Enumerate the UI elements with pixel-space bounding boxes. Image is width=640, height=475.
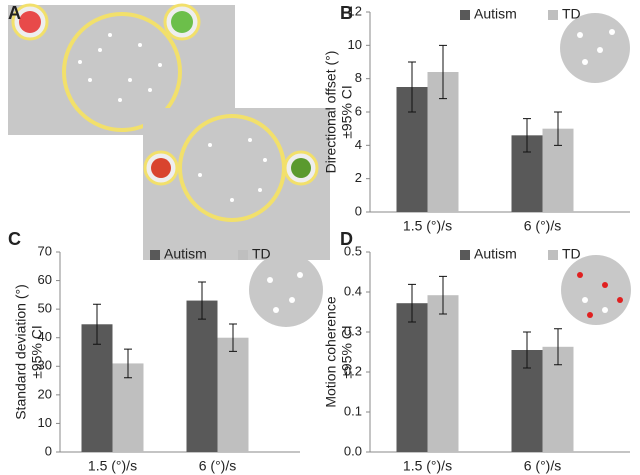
y-axis-label: Motion coherence <box>323 296 339 408</box>
error-bar <box>523 331 531 369</box>
legend-swatch <box>150 250 160 260</box>
error-bar <box>229 323 237 352</box>
legend-label: TD <box>252 246 271 262</box>
y-tick-label: 30 <box>38 358 52 373</box>
legend-label: Autism <box>474 6 517 22</box>
y-tick-label: 0.0 <box>344 443 362 458</box>
x-tick-label: 6 (°)/s <box>524 218 562 234</box>
y-tick-label: 6 <box>355 103 362 118</box>
x-tick-label: 6 (°)/s <box>199 458 237 474</box>
error-bar <box>93 303 101 345</box>
legend-swatch <box>548 250 558 260</box>
error-bar <box>554 328 562 366</box>
legend-label: TD <box>562 6 581 22</box>
y-axis-label: ±95% CI <box>339 325 355 379</box>
legend-swatch <box>460 10 470 20</box>
y-tick-label: 70 <box>38 243 52 258</box>
error-bar <box>439 44 447 100</box>
panel-label: D <box>340 229 353 249</box>
legend-swatch <box>460 250 470 260</box>
bar <box>396 303 428 452</box>
y-tick-label: 10 <box>348 37 362 52</box>
legend-label: Autism <box>474 246 517 262</box>
y-tick-label: 0.2 <box>344 363 362 378</box>
y-tick-label: 40 <box>38 329 52 344</box>
y-tick-label: 4 <box>355 137 362 152</box>
panel-label: A <box>8 3 21 23</box>
error-bar <box>124 348 132 379</box>
x-tick-label: 1.5 (°)/s <box>403 458 452 474</box>
y-axis-label: ±95% CI <box>29 325 45 379</box>
panel-label: C <box>8 229 21 249</box>
panel-a-illustration <box>8 3 330 260</box>
bar <box>427 295 459 452</box>
bar <box>186 300 218 452</box>
bar <box>81 324 113 452</box>
y-tick-label: 20 <box>38 386 52 401</box>
y-axis-label: Directional offset (°) <box>323 51 339 174</box>
legend-label: Autism <box>164 246 207 262</box>
x-tick-label: 6 (°)/s <box>524 458 562 474</box>
y-axis-label: ±95% CI <box>339 85 355 139</box>
y-tick-label: 0 <box>45 443 52 458</box>
legend-swatch <box>238 250 248 260</box>
x-tick-label: 1.5 (°)/s <box>403 218 452 234</box>
y-tick-label: 8 <box>355 70 362 85</box>
y-tick-label: 0.3 <box>344 323 362 338</box>
legend-swatch <box>548 10 558 20</box>
y-tick-label: 12 <box>348 3 362 18</box>
stimulus-icons <box>249 13 631 327</box>
error-bar <box>554 111 562 146</box>
y-tick-label: 0.5 <box>344 243 362 258</box>
error-bar <box>523 118 531 153</box>
panel-label: B <box>340 3 353 23</box>
y-tick-label: 0.1 <box>344 403 362 418</box>
error-bar <box>408 283 416 323</box>
x-tick-label: 1.5 (°)/s <box>88 458 137 474</box>
error-bar <box>408 61 416 113</box>
y-tick-label: 0.4 <box>344 283 362 298</box>
y-tick-label: 60 <box>38 272 52 287</box>
error-bar <box>439 275 447 315</box>
y-tick-label: 2 <box>355 170 362 185</box>
y-axis-label: Standard deviation (°) <box>13 284 29 420</box>
y-tick-label: 0 <box>355 203 362 218</box>
y-tick-label: 50 <box>38 301 52 316</box>
error-bar <box>198 281 206 320</box>
bar <box>217 337 249 452</box>
legend-label: TD <box>562 246 581 262</box>
y-tick-label: 10 <box>38 415 52 430</box>
